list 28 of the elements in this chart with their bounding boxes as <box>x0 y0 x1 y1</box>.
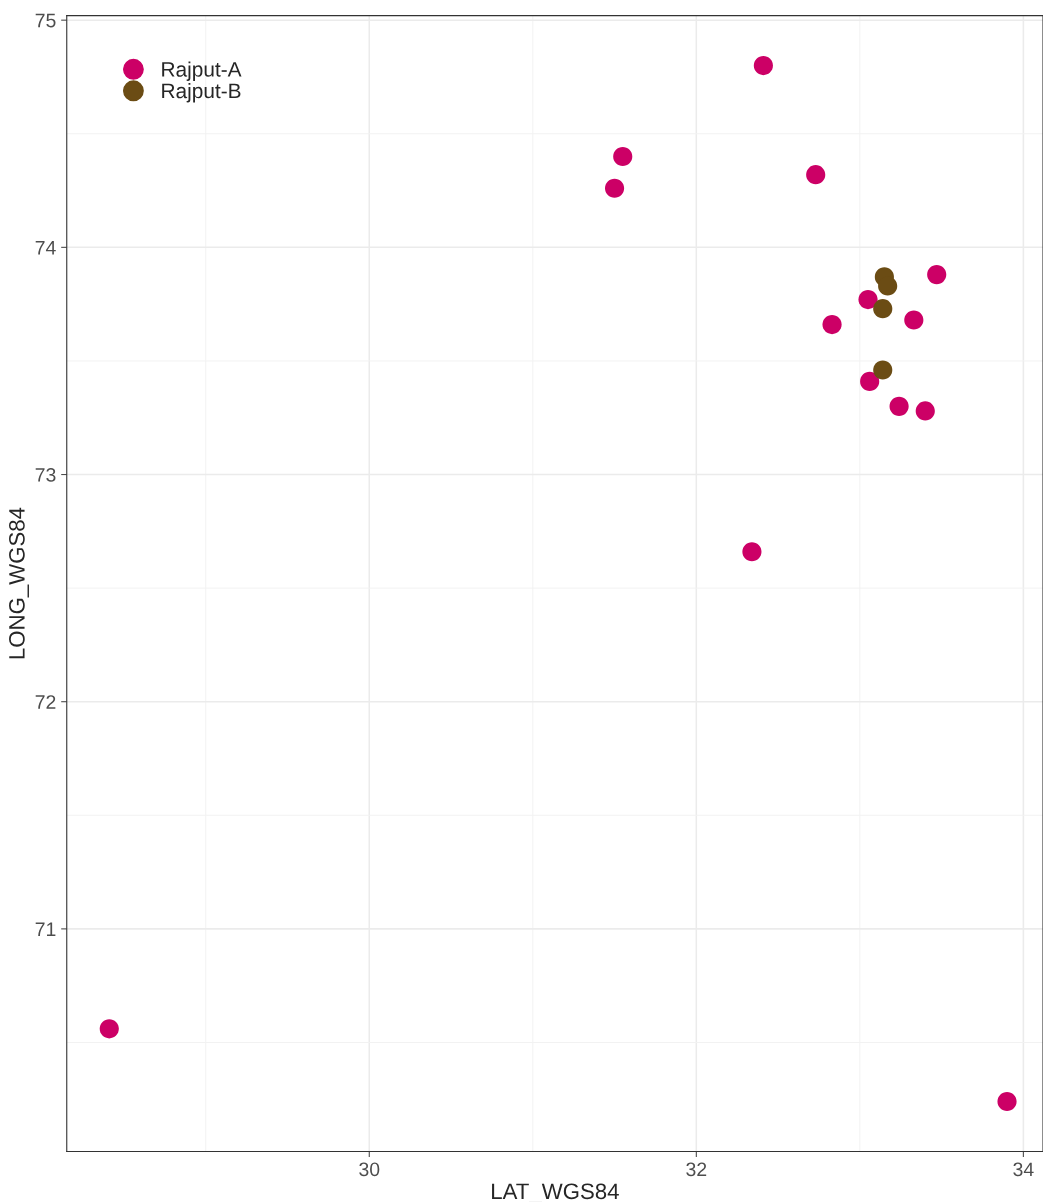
y-tick-label: 75 <box>35 13 56 28</box>
point <box>927 265 947 285</box>
point <box>878 276 898 296</box>
x-tick-label: 34 <box>1013 1162 1034 1177</box>
y-tick-label: 73 <box>35 467 56 482</box>
point <box>806 165 826 185</box>
x-tick-label: 30 <box>359 1162 380 1177</box>
point <box>613 146 633 167</box>
point <box>904 310 924 330</box>
y-tick-label: 72 <box>35 695 56 709</box>
point <box>915 401 935 421</box>
point <box>822 315 842 335</box>
point <box>889 396 909 416</box>
point <box>604 178 625 198</box>
point <box>873 360 893 380</box>
y-axis-title: LONG_WGS84 <box>9 507 29 659</box>
point <box>742 542 762 562</box>
y-tick-label: 71 <box>35 922 56 936</box>
point <box>858 290 878 310</box>
point <box>99 1019 119 1039</box>
legend-label: Rajput-B <box>162 82 241 103</box>
point <box>873 299 893 319</box>
point <box>860 371 880 391</box>
y-tick-label: 74 <box>35 241 56 255</box>
point <box>997 1091 1017 1112</box>
legend-label: Rajput-A <box>162 61 242 81</box>
x-tick-label: 32 <box>686 1162 707 1177</box>
point <box>753 56 773 76</box>
